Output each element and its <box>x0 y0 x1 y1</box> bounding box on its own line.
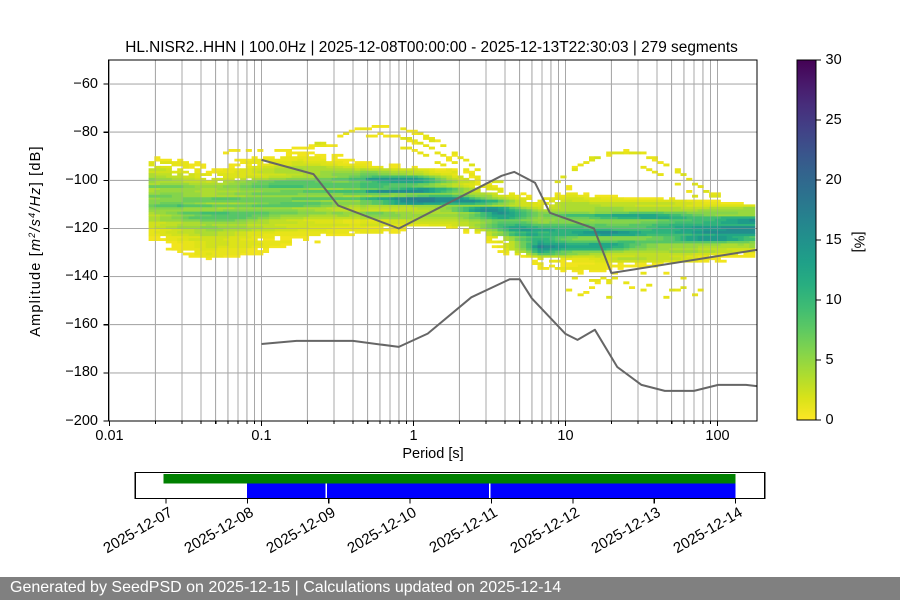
svg-text:Amplitude [m2/s4/Hz] [dB]: Amplitude [m2/s4/Hz] [dB] <box>27 145 44 337</box>
svg-text:[%]: [%] <box>851 232 867 253</box>
